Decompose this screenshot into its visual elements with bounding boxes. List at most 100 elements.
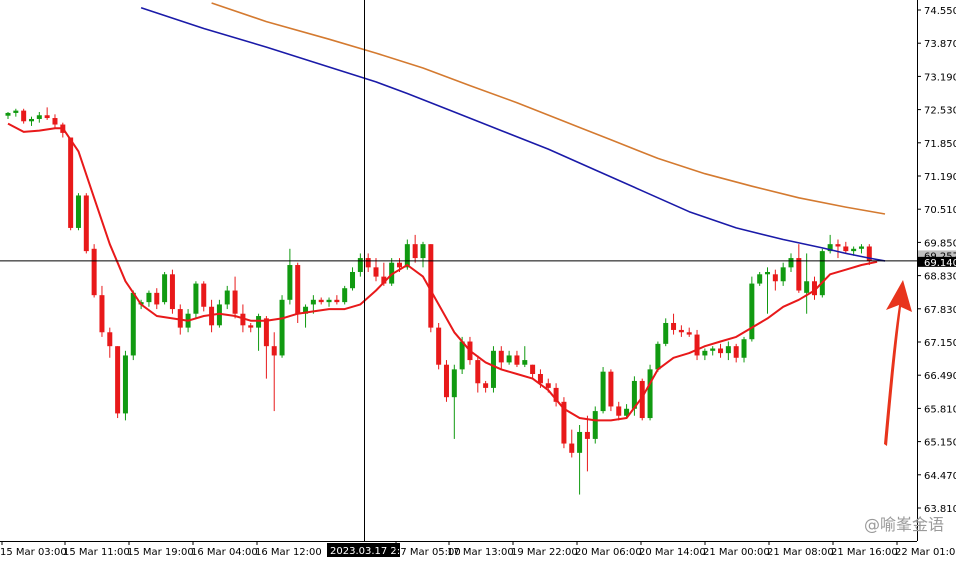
candle-body — [115, 346, 121, 414]
candle-body — [663, 322, 669, 344]
candle-body — [537, 373, 543, 384]
candle-body — [827, 244, 833, 252]
candle-body — [483, 383, 489, 388]
candle-body — [342, 288, 348, 303]
price-tick-label: 72.530 — [924, 106, 956, 117]
price-tick-label: 70.510 — [924, 205, 956, 216]
candle-body — [91, 248, 97, 296]
candle-body — [553, 387, 559, 402]
candle-body — [240, 313, 246, 326]
candle-body — [639, 380, 645, 419]
candle-body — [671, 322, 677, 330]
candle-body — [75, 195, 81, 228]
price-axis: 74.550 73.870 73.190 72.530 71.850 71.190 70.5… — [917, 6, 956, 515]
price-tick-label: 64.470 — [924, 471, 956, 482]
candle-body — [600, 371, 606, 412]
candle-body — [420, 244, 426, 259]
candle-body — [5, 112, 11, 116]
candle-body — [608, 371, 614, 407]
candle-body — [490, 350, 496, 388]
candle-body — [310, 299, 316, 305]
candle-body — [36, 115, 42, 119]
candlesticks — [5, 107, 872, 495]
price-tick-label: 67.150 — [924, 338, 956, 349]
price-tick-label: 73.870 — [924, 39, 956, 50]
candle-body — [819, 251, 825, 296]
candle-body — [475, 360, 481, 384]
price-tick-label: 67.830 — [924, 305, 956, 316]
candle-body — [569, 443, 575, 453]
price-tick-label: 71.850 — [924, 139, 956, 150]
price-tick-label: 65.150 — [924, 438, 956, 449]
current-price-box — [918, 256, 956, 267]
candle-body — [522, 360, 528, 365]
time-tick-label: 20 Mar 06:00 — [575, 547, 642, 558]
ma-red-line — [7, 122, 878, 422]
candle-body — [13, 110, 19, 113]
candle-body — [350, 271, 356, 289]
price-tick-label: 68.830 — [924, 272, 956, 283]
candle-body — [780, 267, 786, 282]
candle-body — [733, 346, 739, 358]
candle-body — [718, 348, 724, 354]
time-tick-label: 17 Mar 13:00 — [447, 547, 514, 558]
candle-body — [757, 274, 763, 284]
candle-body — [412, 244, 418, 259]
candle-body — [616, 406, 622, 416]
candle-body — [318, 299, 324, 303]
candle-body — [177, 309, 183, 328]
candle-body — [209, 306, 215, 326]
candle-body — [443, 364, 449, 398]
candle-body — [631, 380, 637, 409]
candle-body — [459, 341, 465, 370]
candle-body — [858, 246, 864, 249]
candle-body — [804, 281, 810, 293]
candle-body — [21, 110, 27, 122]
candle-body — [702, 350, 708, 356]
candle-body — [68, 137, 74, 228]
candle-body — [232, 290, 238, 314]
candle-body — [162, 274, 168, 303]
bid-price-box — [918, 250, 956, 261]
candle-body — [303, 306, 309, 314]
current-price-label: 69.140 — [924, 258, 956, 269]
candle-body — [279, 299, 285, 356]
candle-body — [514, 355, 520, 365]
candle-body — [130, 292, 136, 356]
candle-body — [866, 246, 872, 261]
time-tick-label: 15 Mar 11:00 — [63, 547, 130, 558]
candle-body — [263, 318, 269, 347]
candle-body — [749, 283, 755, 340]
candle-body — [788, 258, 794, 268]
candle-body — [287, 265, 293, 300]
candle-body — [271, 346, 277, 356]
annotation-arrow — [884, 280, 912, 446]
time-tick-label: 19 Mar 22:00 — [511, 547, 578, 558]
candle-body — [99, 295, 105, 333]
candle-body — [506, 355, 512, 363]
candle-body — [248, 325, 254, 328]
candle-body — [765, 271, 771, 275]
candle-body — [530, 364, 536, 374]
candle-body — [725, 346, 731, 354]
candle-body — [694, 334, 700, 356]
candle-body — [146, 292, 152, 303]
candle-body — [436, 327, 442, 365]
price-tick-label: 66.490 — [924, 371, 956, 382]
candle-body — [678, 329, 684, 333]
candle-body — [365, 258, 371, 268]
time-tick-label: 16 Mar 04:00 — [191, 547, 258, 558]
candle-body — [201, 283, 207, 307]
candle-body — [710, 348, 716, 351]
candle-body — [835, 244, 841, 247]
candle-body — [404, 244, 410, 268]
time-tick-label: 20 Mar 14:00 — [639, 547, 706, 558]
candle-body — [256, 316, 262, 328]
candle-body — [193, 283, 199, 314]
candle-body — [357, 258, 363, 272]
watermark-text: @喻峯金语 — [863, 515, 944, 534]
candle-body — [28, 118, 34, 122]
candle-body — [811, 281, 817, 296]
